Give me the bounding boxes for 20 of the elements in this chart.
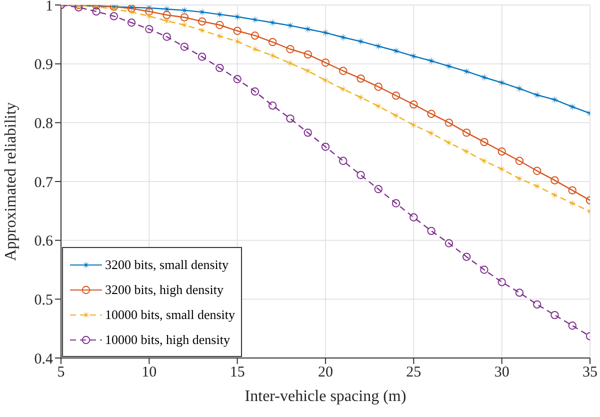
y-tick-label: 1 — [46, 0, 53, 14]
x-tick-label: 15 — [230, 364, 245, 381]
y-axis-title: Approximated reliability — [2, 102, 20, 261]
x-tick-label: 20 — [318, 364, 333, 381]
legend-label: 3200 bits, high density — [105, 282, 224, 298]
y-tick-label: 0.4 — [34, 351, 54, 368]
legend-label: 3200 bits, small density — [105, 256, 228, 272]
x-tick-label: 35 — [582, 364, 598, 381]
x-tick-label: 5 — [57, 364, 65, 381]
legend-label: 10000 bits, high density — [105, 332, 230, 348]
y-tick-label: 0.6 — [34, 234, 54, 250]
x-tick-label: 30 — [494, 364, 510, 381]
x-tick-label: 10 — [142, 364, 157, 381]
y-tick-label: 0.7 — [34, 174, 54, 191]
y-tick-label: 0.9 — [34, 57, 53, 74]
legend-label: 10000 bits, small density — [105, 306, 235, 322]
x-tick-label: 25 — [406, 364, 422, 381]
y-tick-label: 0.8 — [34, 116, 53, 132]
x-axis-title: Inter-vehicle spacing (m) — [244, 388, 406, 405]
y-tick-label: 0.5 — [34, 292, 53, 308]
